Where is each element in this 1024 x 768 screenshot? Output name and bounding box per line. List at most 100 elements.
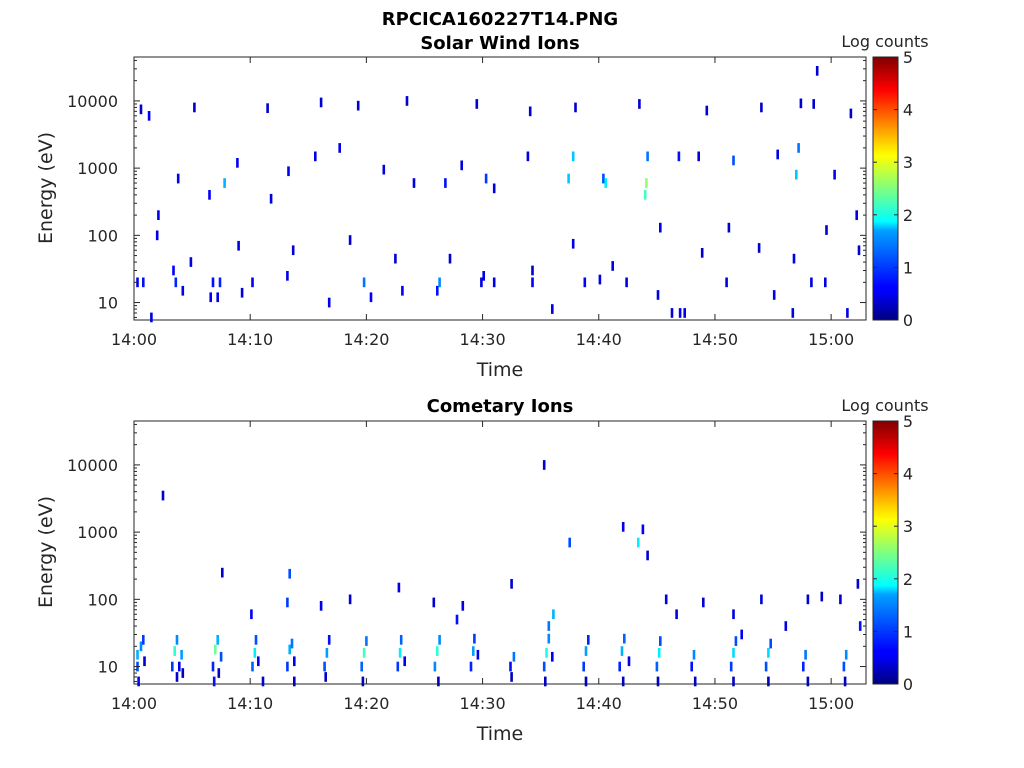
solar-wind-x-axis: 14:00 14:10 14:20 14:30 14:40 14:50 15:00 <box>111 57 854 349</box>
heatmap-cell <box>150 312 153 323</box>
x-tick-label: 14:00 <box>111 330 157 349</box>
heatmap-cell <box>544 676 547 687</box>
x-tick-label: 14:40 <box>576 330 622 349</box>
heatmap-cell <box>729 661 733 672</box>
heatmap-cell <box>740 629 743 640</box>
heatmap-cell <box>219 651 223 662</box>
x-tick-label: 14:00 <box>111 694 157 713</box>
x-tick-label: 14:20 <box>343 694 389 713</box>
heatmap-cell <box>438 635 441 645</box>
heatmap-cell <box>412 178 416 188</box>
heatmap-cell <box>469 661 473 672</box>
heatmap-cell <box>697 151 700 162</box>
heatmap-cell <box>583 277 587 288</box>
heatmap-cell <box>760 102 763 113</box>
heatmap-cell <box>251 661 254 672</box>
heatmap-cell <box>664 594 668 605</box>
heatmap-cell <box>482 271 485 281</box>
heatmap-cell <box>178 661 181 672</box>
heatmap-cell <box>286 661 289 672</box>
heatmap-cell <box>646 550 649 561</box>
heatmap-cell <box>369 292 373 303</box>
heatmap-cell <box>396 661 400 672</box>
heatmap-cell <box>147 111 151 121</box>
heatmap-cell <box>855 210 858 220</box>
heatmap-cell <box>436 285 439 296</box>
heatmap-cell <box>690 661 693 672</box>
heatmap-cell <box>250 609 253 620</box>
colorbar-tick-label: 1 <box>903 622 913 641</box>
heatmap-cell <box>568 537 571 548</box>
heatmap-cell <box>776 149 779 160</box>
heatmap-cell <box>212 676 216 687</box>
heatmap-cell <box>181 285 185 296</box>
heatmap-cell <box>602 173 605 184</box>
heatmap-cell <box>584 646 588 656</box>
heatmap-cell <box>571 151 575 162</box>
heatmap-cell <box>437 676 440 687</box>
heatmap-cell <box>545 648 548 658</box>
heatmap-cell <box>764 661 768 672</box>
heatmap-cell <box>784 621 788 631</box>
x-tick-label: 14:50 <box>692 330 738 349</box>
heatmap-cell <box>136 277 139 288</box>
heatmap-cell <box>645 178 648 188</box>
heatmap-cell <box>290 638 294 649</box>
solar-wind-plot-area <box>133 56 867 321</box>
x-tick-label: 14:10 <box>227 694 273 713</box>
solar-wind-x-label: Time <box>476 359 524 381</box>
heatmap-cell <box>473 633 476 644</box>
heatmap-cell <box>444 178 447 188</box>
heatmap-cell <box>261 676 265 687</box>
heatmap-cell <box>531 277 534 288</box>
solar-wind-cells <box>136 66 861 323</box>
heatmap-cell <box>571 238 575 249</box>
heatmap-cell <box>314 151 317 162</box>
y-tick-label: 10 <box>98 658 118 677</box>
solar-wind-title: Solar Wind Ions <box>420 33 579 54</box>
heatmap-cell <box>621 676 625 687</box>
cometary-title: Cometary Ions <box>427 396 574 417</box>
heatmap-cell <box>348 235 352 245</box>
colorbar-tick-label: 2 <box>903 206 913 225</box>
heatmap-cell <box>193 102 196 113</box>
heatmap-cell <box>637 537 640 548</box>
heatmap-cell <box>842 661 846 672</box>
heatmap-cell <box>209 292 212 303</box>
heatmap-cell <box>175 635 179 645</box>
heatmap-cell <box>436 646 439 656</box>
colorbar-tick-label: 1 <box>903 258 913 277</box>
heatmap-cell <box>362 648 366 658</box>
heatmap-cell <box>683 308 686 318</box>
colorbar-tick-label: 4 <box>903 465 913 484</box>
heatmap-cell <box>769 638 772 649</box>
colorbar-tick-label: 5 <box>903 412 913 431</box>
heatmap-cell <box>670 308 674 318</box>
x-tick-label: 15:00 <box>808 694 854 713</box>
heatmap-cell <box>604 178 607 188</box>
heatmap-cell <box>211 661 215 672</box>
heatmap-cell <box>799 98 803 109</box>
heatmap-cell <box>641 524 645 535</box>
heatmap-cell <box>618 661 621 672</box>
heatmap-cell <box>266 103 269 113</box>
heatmap-cell <box>360 661 363 672</box>
heatmap-cell <box>361 676 365 687</box>
y-tick-label: 100 <box>87 226 118 245</box>
heatmap-cell <box>319 97 323 108</box>
y-tick-label: 10000 <box>67 92 118 111</box>
heatmap-cell <box>623 633 626 644</box>
heatmap-cell <box>269 193 273 204</box>
heatmap-cell <box>552 609 555 620</box>
heatmap-cell <box>656 290 660 300</box>
heatmap-cell <box>804 649 807 660</box>
heatmap-cell <box>611 261 614 271</box>
heatmap-cell <box>725 277 728 288</box>
heatmap-cell <box>484 173 488 184</box>
heatmap-cell <box>621 522 625 532</box>
heatmap-cell <box>136 649 139 660</box>
heatmap-cell <box>348 594 352 605</box>
heatmap-cell <box>767 648 770 658</box>
heatmap-cell <box>433 661 437 672</box>
heatmap-cell <box>327 297 331 308</box>
